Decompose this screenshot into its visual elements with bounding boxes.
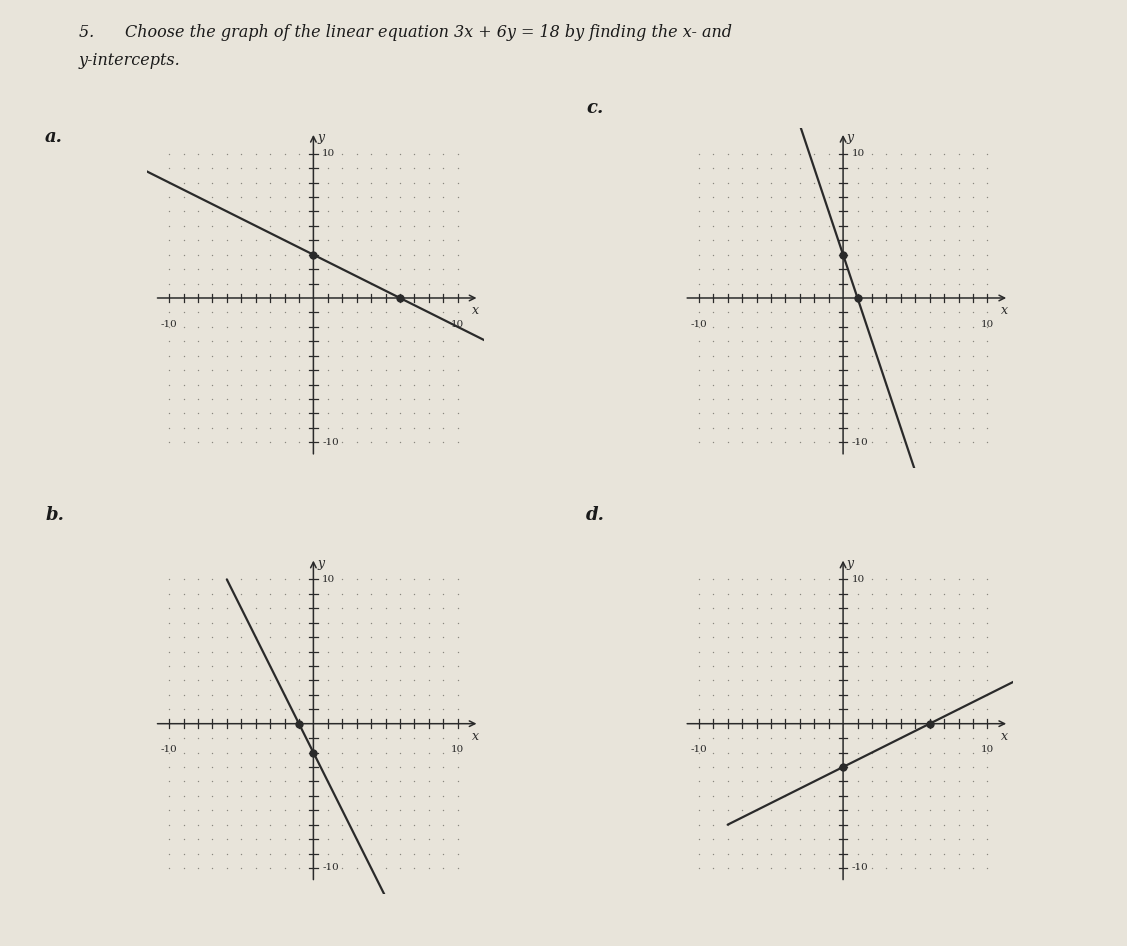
- Text: 5.      Choose the graph of the linear equation 3x + 6y = 18 by finding the x- a: 5. Choose the graph of the linear equati…: [79, 24, 731, 41]
- Text: -10: -10: [852, 438, 869, 447]
- Text: -10: -10: [161, 320, 177, 328]
- Text: 10: 10: [852, 575, 866, 584]
- Text: c.: c.: [586, 99, 603, 117]
- Text: x: x: [1001, 305, 1009, 318]
- Text: y: y: [846, 557, 854, 570]
- Text: -10: -10: [161, 745, 177, 754]
- Text: 10: 10: [980, 745, 994, 754]
- Text: 10: 10: [451, 745, 464, 754]
- Text: -10: -10: [322, 438, 339, 447]
- Text: a.: a.: [45, 128, 63, 146]
- Text: 10: 10: [980, 320, 994, 328]
- Text: -10: -10: [322, 864, 339, 872]
- Text: b.: b.: [45, 506, 64, 524]
- Text: y: y: [846, 131, 854, 145]
- Text: x: x: [471, 730, 479, 744]
- Text: y: y: [317, 557, 325, 570]
- Text: 10: 10: [322, 575, 336, 584]
- Text: d.: d.: [586, 506, 605, 524]
- Text: x: x: [1001, 730, 1009, 744]
- Text: 10: 10: [322, 149, 336, 158]
- Text: y-intercepts.: y-intercepts.: [79, 52, 180, 69]
- Text: x: x: [471, 305, 479, 318]
- Text: y: y: [317, 131, 325, 145]
- Text: -10: -10: [691, 320, 707, 328]
- Text: -10: -10: [691, 745, 707, 754]
- Text: -10: -10: [852, 864, 869, 872]
- Text: 10: 10: [852, 149, 866, 158]
- Text: 10: 10: [451, 320, 464, 328]
